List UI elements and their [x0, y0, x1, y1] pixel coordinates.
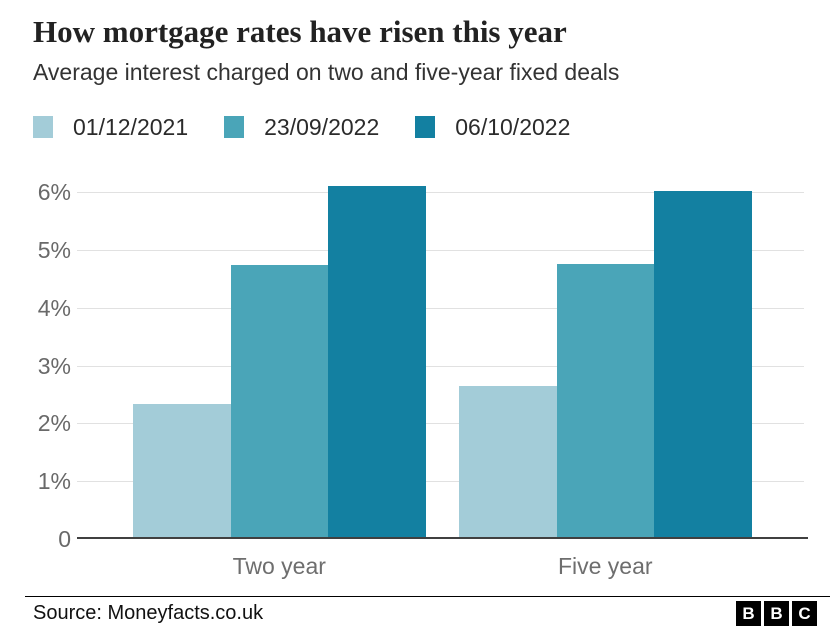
legend: 01/12/2021 23/09/2022 06/10/2022: [33, 112, 606, 142]
chart-subtitle: Average interest charged on two and five…: [33, 59, 620, 85]
chart-plot: 6% 5% 4% 3% 2% 1% 0: [33, 179, 808, 552]
y-axis-tick-label: 1%: [37, 468, 71, 494]
gridline: [77, 423, 804, 424]
legend-label: 06/10/2022: [455, 113, 571, 140]
bar-five-year-01/12/2021: [459, 386, 557, 539]
y-axis-tick-label: 0: [58, 526, 71, 552]
bar-five-year-23/09/2022: [556, 264, 654, 539]
y-axis-tick-label: 3%: [37, 353, 71, 379]
legend-swatch-icon: [415, 116, 436, 138]
legend-label: 23/09/2022: [264, 113, 380, 140]
bbc-logo-block-c: C: [792, 601, 817, 626]
bbc-logo-block-b2: B: [764, 601, 789, 626]
x-category-label-two-year: Two year: [232, 553, 326, 579]
y-axis-tick-label: 4%: [37, 295, 71, 321]
legend-item-2022-09-23: 23/09/2022: [224, 114, 379, 141]
gridline: [77, 366, 804, 367]
bar-two-year-01/12/2021: [133, 404, 231, 539]
gridline: [77, 250, 804, 251]
legend-swatch-icon: [224, 116, 245, 138]
legend-swatch-icon: [33, 116, 53, 138]
bbc-logo: B B C: [733, 601, 817, 626]
bbc-logo-block-b1: B: [736, 601, 761, 626]
x-axis-line: [77, 537, 808, 539]
legend-item-2021-12-01: 01/12/2021: [33, 114, 188, 141]
gridline: [77, 308, 804, 309]
legend-label: 01/12/2021: [73, 113, 189, 140]
x-axis-labels: Two year Five year: [33, 553, 805, 583]
gridline: [77, 481, 804, 482]
x-category-label-five-year: Five year: [557, 553, 653, 579]
y-axis-tick-label: 6%: [37, 179, 71, 205]
gridline: [77, 192, 804, 193]
legend-item-2022-10-06: 06/10/2022: [415, 114, 570, 141]
bar-two-year-06/10/2022: [328, 186, 426, 539]
footer-divider: [25, 596, 830, 597]
y-axis-tick-label: 2%: [37, 410, 71, 436]
chart-title: How mortgage rates have risen this year: [33, 14, 567, 49]
y-axis-tick-label: 5%: [37, 237, 71, 263]
source-text: Source: Moneyfacts.co.uk: [33, 602, 264, 624]
bar-five-year-06/10/2022: [654, 191, 752, 539]
bar-two-year-23/09/2022: [230, 265, 328, 539]
